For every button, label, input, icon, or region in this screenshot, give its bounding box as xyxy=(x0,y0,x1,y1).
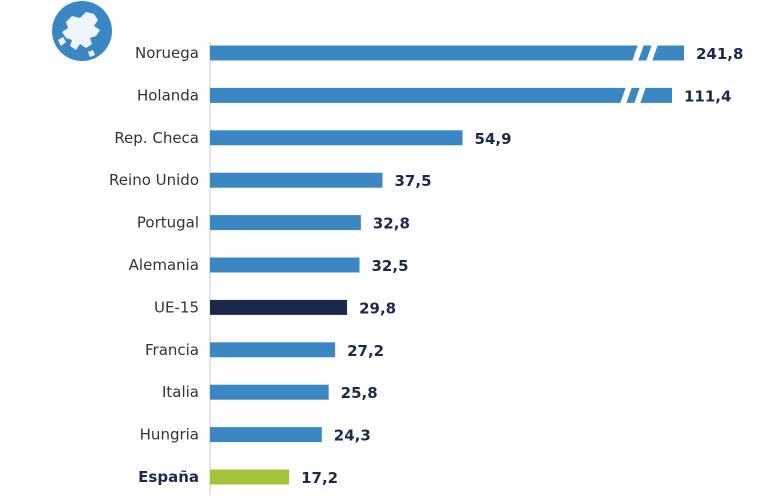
value-label-rep-checa: 54,9 xyxy=(475,130,512,148)
value-label-holanda: 111,4 xyxy=(684,87,731,105)
category-label-noruega: Noruega xyxy=(135,44,199,62)
category-label-hungria: Hungria xyxy=(140,426,199,444)
category-label-espana: España xyxy=(138,468,199,486)
value-label-portugal: 32,8 xyxy=(373,215,410,233)
value-label-italia: 25,8 xyxy=(341,384,378,402)
category-label-portugal: Portugal xyxy=(137,214,199,232)
value-label-noruega: 241,8 xyxy=(696,45,743,63)
bar-rep-checa xyxy=(210,130,463,146)
axis-break-holanda-2 xyxy=(634,86,646,104)
category-label-francia: Francia xyxy=(145,341,199,359)
bar-noruega xyxy=(210,45,684,61)
bar-hungria xyxy=(210,427,322,443)
bar-italia xyxy=(210,384,329,400)
category-label-alemania: Alemania xyxy=(129,256,199,274)
category-label-holanda: Holanda xyxy=(137,86,199,104)
bar-portugal xyxy=(210,215,361,231)
bar-francia xyxy=(210,342,336,358)
axis-break-noruega-2 xyxy=(646,44,658,62)
axis-break-noruega-1 xyxy=(632,44,644,62)
value-label-ue-15: 29,8 xyxy=(359,299,396,317)
value-label-espana: 17,2 xyxy=(301,469,338,487)
axis-break-holanda-1 xyxy=(620,86,632,104)
bar-reino-unido xyxy=(210,172,383,188)
category-label-reino-unido: Reino Unido xyxy=(109,171,199,189)
bar-alemania xyxy=(210,257,360,273)
europe-map-icon xyxy=(52,1,112,61)
category-label-rep-checa: Rep. Checa xyxy=(114,129,199,147)
bar-ue-15 xyxy=(210,299,348,315)
bar-espana xyxy=(210,469,290,485)
value-label-reino-unido: 37,5 xyxy=(395,172,432,190)
value-label-alemania: 32,5 xyxy=(372,257,409,275)
category-label-ue-15: UE-15 xyxy=(154,298,199,316)
category-label-italia: Italia xyxy=(162,383,199,401)
value-label-hungria: 24,3 xyxy=(334,427,371,445)
bar-holanda xyxy=(210,87,672,103)
value-label-francia: 27,2 xyxy=(347,342,384,360)
